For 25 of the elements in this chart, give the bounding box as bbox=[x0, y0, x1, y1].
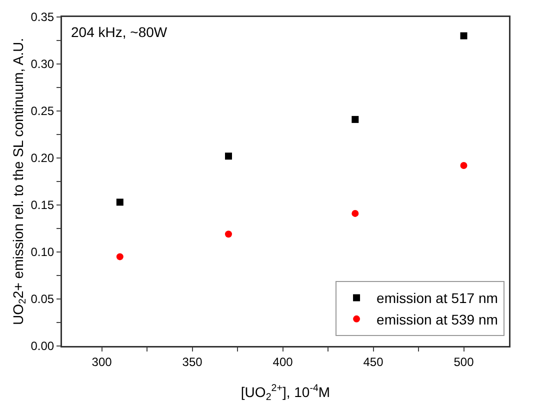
y-tick-label: 0.05 bbox=[30, 292, 54, 306]
legend-label: emission at 539 nm bbox=[376, 311, 498, 328]
y-tick-label: 0.35 bbox=[30, 10, 54, 24]
y-tick-label: 0.10 bbox=[30, 245, 54, 260]
x-tick-label: 450 bbox=[363, 354, 384, 369]
y-tick-label: 0.30 bbox=[30, 57, 54, 72]
point bbox=[460, 162, 468, 170]
y-tick-label: 0.20 bbox=[30, 151, 54, 166]
point bbox=[224, 152, 232, 160]
point bbox=[116, 253, 124, 260]
y-tick-label: 0.15 bbox=[30, 198, 54, 212]
point bbox=[352, 210, 359, 217]
x-tick-label: 400 bbox=[272, 354, 294, 369]
y-tick-label: 0.25 bbox=[30, 104, 54, 118]
legend-label: emission at 517 nm bbox=[376, 290, 498, 306]
x-tick-label: 500 bbox=[454, 354, 474, 369]
y-tick-label: 0.00 bbox=[30, 339, 54, 354]
x-axis-title: [UO$_{2}$$^{2+}$], 10$^{-4}$M bbox=[240, 383, 330, 403]
point bbox=[352, 116, 359, 123]
x-tick-label: 300 bbox=[92, 354, 112, 369]
x-tick-label: 350 bbox=[182, 354, 203, 369]
point bbox=[116, 198, 124, 206]
point bbox=[460, 32, 468, 40]
point bbox=[224, 230, 232, 238]
annotation: 204 kHz, ~80W bbox=[71, 24, 168, 40]
